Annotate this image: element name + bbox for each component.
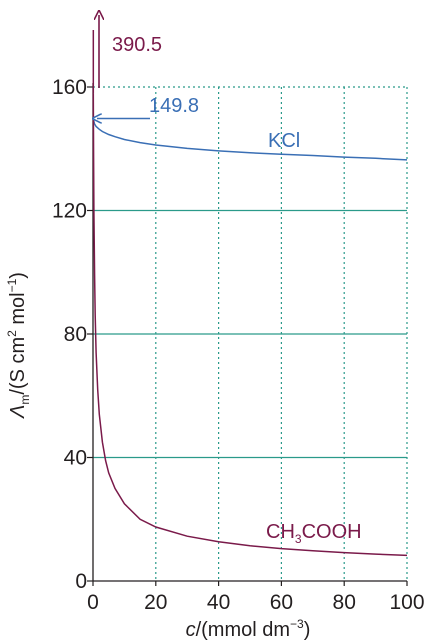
grid-lines: [93, 87, 407, 581]
x-axis-title: c/(mmol dm−3): [186, 617, 311, 641]
y-tick-label: 120: [52, 200, 87, 223]
y-axis-title: Λm/(S cm2 mol−1): [5, 272, 32, 419]
series-line-kcl: [93, 119, 407, 160]
y-tick-label: 160: [52, 76, 87, 99]
x-tick-labels: 0 20 40 60 80 100: [87, 591, 424, 614]
x-tick-label: 100: [389, 591, 424, 614]
data-series: [93, 30, 407, 555]
series-line-ch3cooh: [93, 93, 407, 555]
annotation-390-label: 390.5: [112, 34, 162, 56]
series-label-ch3cooh: CH3COOH: [266, 521, 362, 546]
y-tick-label: 80: [64, 323, 87, 346]
x-tick-label: 80: [333, 591, 356, 614]
x-tick-label: 0: [87, 591, 99, 614]
y-tick-label: 40: [64, 447, 87, 470]
annotation-149-label: 149.8: [149, 95, 199, 117]
x-tick-label: 20: [144, 591, 167, 614]
y-tick-labels: 0 40 80 120 160: [52, 76, 87, 593]
series-label-kcl: KCl: [268, 130, 300, 152]
y-tick-label: 0: [75, 570, 87, 593]
x-tick-label: 60: [270, 591, 293, 614]
x-tick-label: 40: [207, 591, 230, 614]
